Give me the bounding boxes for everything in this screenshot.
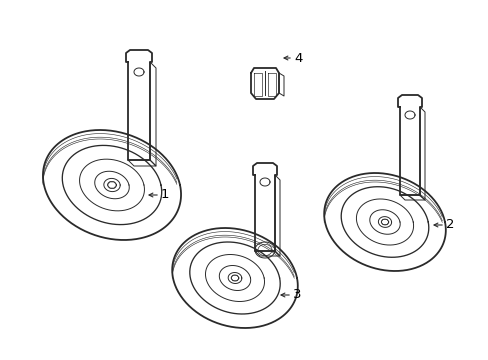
Text: 4: 4 (293, 51, 302, 64)
Text: 3: 3 (292, 288, 301, 302)
Text: 1: 1 (161, 189, 169, 202)
Text: 2: 2 (445, 219, 453, 231)
